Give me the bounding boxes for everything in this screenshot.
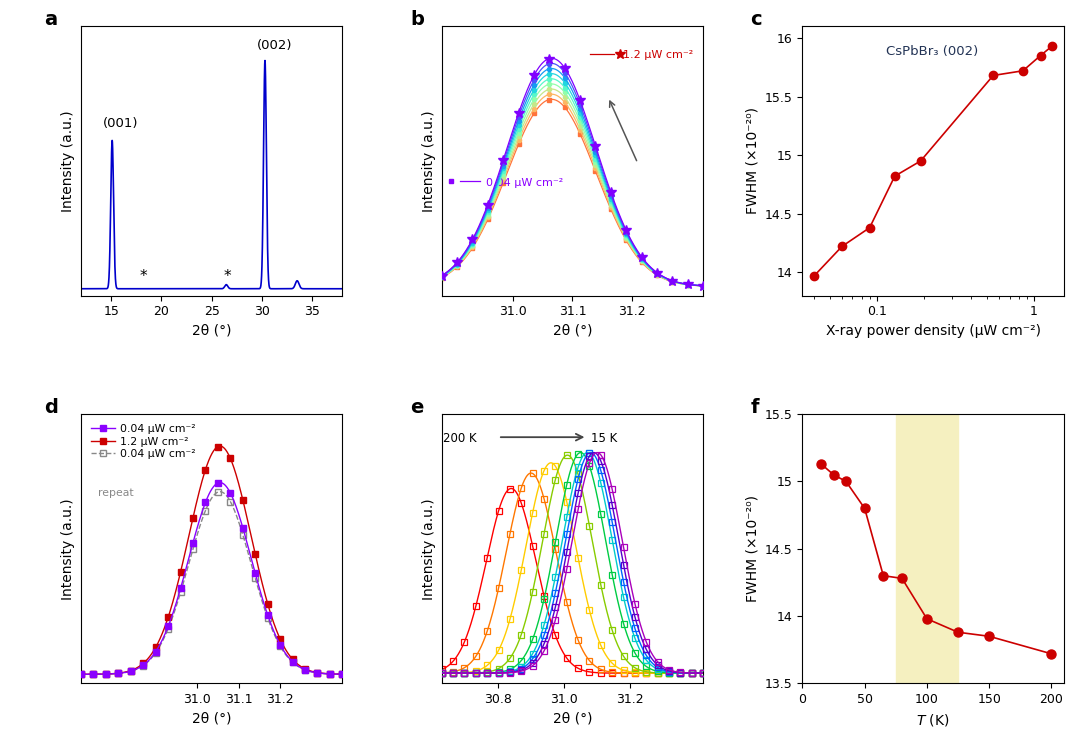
Text: c: c [751, 10, 761, 29]
Y-axis label: Intensity (a.u.): Intensity (a.u.) [62, 110, 76, 212]
Text: CsPbBr₃ (002): CsPbBr₃ (002) [886, 45, 978, 58]
Text: *: * [224, 269, 231, 284]
Text: repeat: repeat [98, 488, 134, 498]
Text: f: f [751, 398, 758, 417]
X-axis label: X-ray power density (μW cm⁻²): X-ray power density (μW cm⁻²) [825, 324, 1041, 338]
Y-axis label: FWHM (×10⁻²⁰): FWHM (×10⁻²⁰) [745, 107, 759, 215]
Text: d: d [44, 398, 58, 417]
Text: 0.04 μW cm⁻²: 0.04 μW cm⁻² [486, 178, 564, 188]
Text: 15 K: 15 K [591, 432, 617, 445]
Y-axis label: Intensity (a.u.): Intensity (a.u.) [62, 498, 76, 599]
Text: (002): (002) [257, 39, 293, 52]
Text: e: e [410, 398, 423, 417]
Text: a: a [44, 10, 57, 29]
Bar [895, 414, 958, 683]
Text: (001): (001) [103, 116, 138, 130]
X-axis label: 2θ (°): 2θ (°) [553, 324, 592, 338]
X-axis label: 2θ (°): 2θ (°) [192, 324, 231, 338]
Text: b: b [410, 10, 424, 29]
X-axis label: $T$ (K): $T$ (K) [916, 712, 950, 728]
Y-axis label: Intensity (a.u.): Intensity (a.u.) [422, 110, 436, 212]
Y-axis label: FWHM (×10⁻²⁰): FWHM (×10⁻²⁰) [745, 495, 759, 602]
Text: *: * [139, 269, 147, 284]
Text: 200 K: 200 K [444, 432, 477, 445]
X-axis label: 2θ (°): 2θ (°) [553, 712, 592, 725]
Legend: 0.04 μW cm⁻², 1.2 μW cm⁻², 0.04 μW cm⁻²: 0.04 μW cm⁻², 1.2 μW cm⁻², 0.04 μW cm⁻² [86, 420, 200, 463]
Y-axis label: Intensity (a.u.): Intensity (a.u.) [422, 498, 436, 599]
Text: 1.2 μW cm⁻²: 1.2 μW cm⁻² [623, 50, 693, 60]
X-axis label: 2θ (°): 2θ (°) [192, 712, 231, 725]
